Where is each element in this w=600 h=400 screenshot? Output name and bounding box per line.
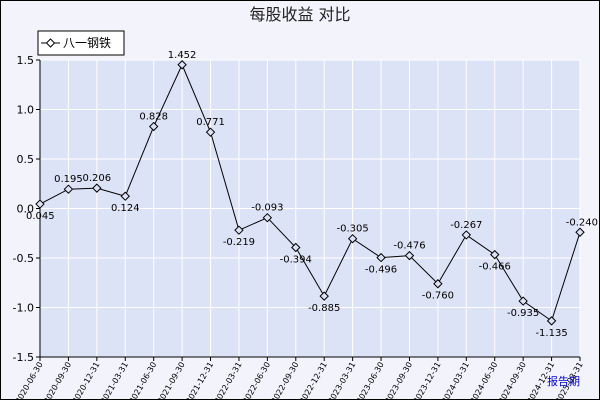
data-point (120, 191, 130, 201)
data-label: -1.135 (535, 328, 567, 339)
x-tick-label: 2022-09-30 (269, 361, 300, 400)
x-tick-label: 2020-12-31 (71, 361, 102, 400)
data-label: 1.452 (168, 50, 197, 61)
y-tick-label: 1.0 (17, 104, 35, 117)
x-tick-label: 2020-09-30 (42, 361, 73, 400)
x-tick-label: 2021-09-30 (156, 361, 187, 400)
data-label: -0.466 (479, 262, 511, 273)
x-tick-label: 2023-12-31 (412, 361, 443, 400)
data-label: -0.394 (280, 255, 312, 266)
data-point (404, 250, 415, 261)
data-label: 0.195 (54, 174, 83, 185)
x-tick-label: 2022-06-30 (241, 361, 272, 400)
y-tick-label: 0.0 (17, 203, 35, 216)
data-label: -0.305 (337, 224, 369, 235)
x-tick-label: 2021-03-31 (99, 361, 130, 400)
data-label: -0.885 (308, 303, 340, 314)
legend: 八一钢铁 (37, 30, 125, 56)
data-label: 0.045 (26, 211, 55, 222)
x-tick-label: 2020-06-30 (14, 361, 45, 400)
x-axis-ticks: 2020-06-302020-09-302020-12-312021-03-31… (14, 357, 585, 400)
data-point (433, 279, 443, 289)
data-label: -0.267 (450, 220, 482, 231)
x-tick-label: 2024-03-31 (440, 361, 471, 400)
data-point (461, 230, 472, 240)
x-tick-label: 2023-03-31 (326, 361, 357, 400)
data-label: -0.219 (223, 237, 255, 248)
data-point (291, 242, 301, 253)
data-label: 0.124 (111, 203, 140, 214)
data-point (262, 212, 273, 223)
data-label: -0.496 (365, 265, 397, 276)
x-tick-label: 2021-12-31 (184, 361, 215, 400)
legend-label: 八一钢铁 (63, 36, 111, 50)
series-line-bayi-steel (39, 63, 581, 322)
y-tick-label: -0.5 (13, 252, 34, 265)
data-label: -0.240 (566, 217, 598, 228)
data-label: 0.771 (196, 117, 225, 128)
y-tick-label: 0.5 (17, 153, 35, 166)
data-point (177, 60, 187, 70)
data-label: -0.935 (507, 308, 539, 319)
data-label: 0.828 (139, 112, 168, 123)
data-label: -0.476 (393, 241, 425, 252)
data-point (63, 184, 74, 194)
data-labels: 0.045 0.195 0.206 0.124 0.828 1.452 0.771 -0.21… (26, 50, 598, 339)
y-axis-ticks: 1.5 1.0 0.5 0.0 -0.5 -1.0 -1.5 (13, 54, 40, 364)
data-point (148, 121, 159, 132)
data-point (92, 183, 102, 193)
x-tick-label: 2024-09-30 (497, 361, 528, 400)
data-label: 0.206 (83, 173, 112, 184)
data-point (546, 316, 557, 326)
data-point (518, 296, 528, 306)
data-point (347, 233, 358, 244)
data-label: -0.093 (251, 203, 283, 214)
data-point (490, 249, 500, 260)
data-point (376, 252, 386, 263)
y-tick-label: -1.0 (13, 302, 34, 315)
data-points (35, 60, 585, 326)
x-tick-label: 2024-06-30 (468, 360, 499, 400)
y-tick-label: 1.5 (17, 54, 35, 67)
period-label: 报告期 (547, 374, 580, 388)
x-tick-label: 2022-12-31 (298, 361, 329, 400)
x-tick-label: 2021-06-30 (127, 361, 158, 400)
data-point (35, 199, 45, 209)
data-label: -0.760 (422, 291, 454, 302)
chart-title: 每股收益 对比 (249, 5, 350, 24)
data-point (319, 291, 329, 301)
data-point (234, 225, 244, 235)
legend-diamond-icon (45, 38, 56, 48)
data-point (205, 127, 216, 137)
data-point (575, 227, 585, 237)
x-tick-label: 2022-03-31 (213, 361, 244, 400)
y-tick-label: -1.5 (13, 351, 34, 364)
x-tick-label: 2023-09-30 (383, 361, 414, 400)
x-tick-label: 2023-06-30 (355, 361, 386, 400)
